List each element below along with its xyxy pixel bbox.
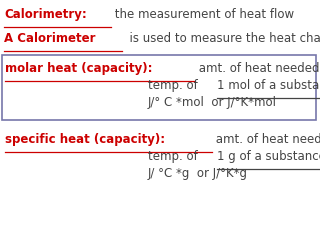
Text: temp. of: temp. of: [148, 150, 202, 163]
Text: 1 g of a substance: 1 g of a substance: [217, 150, 320, 163]
Text: J/ °C *g  or J/°K*g: J/ °C *g or J/°K*g: [148, 167, 248, 180]
Text: is used to measure the heat changes: is used to measure the heat changes: [122, 32, 320, 45]
Text: Calorimetry:: Calorimetry:: [4, 8, 87, 21]
Text: amt. of heat needed to raise: amt. of heat needed to raise: [212, 133, 320, 146]
Bar: [2, 55, 316, 120]
Text: amt. of heat needed to raise: amt. of heat needed to raise: [195, 62, 320, 75]
Text: molar heat (capacity):: molar heat (capacity):: [5, 62, 153, 75]
Text: 1 mol of a substance: 1 mol of a substance: [217, 79, 320, 92]
Text: J/° C *mol  or J/°K*mol: J/° C *mol or J/°K*mol: [148, 96, 277, 109]
Text: A Calorimeter: A Calorimeter: [4, 32, 95, 45]
Text: specific heat (capacity):: specific heat (capacity):: [5, 133, 165, 146]
Text: temp. of: temp. of: [148, 79, 202, 92]
Text: the measurement of heat flow: the measurement of heat flow: [111, 8, 294, 21]
